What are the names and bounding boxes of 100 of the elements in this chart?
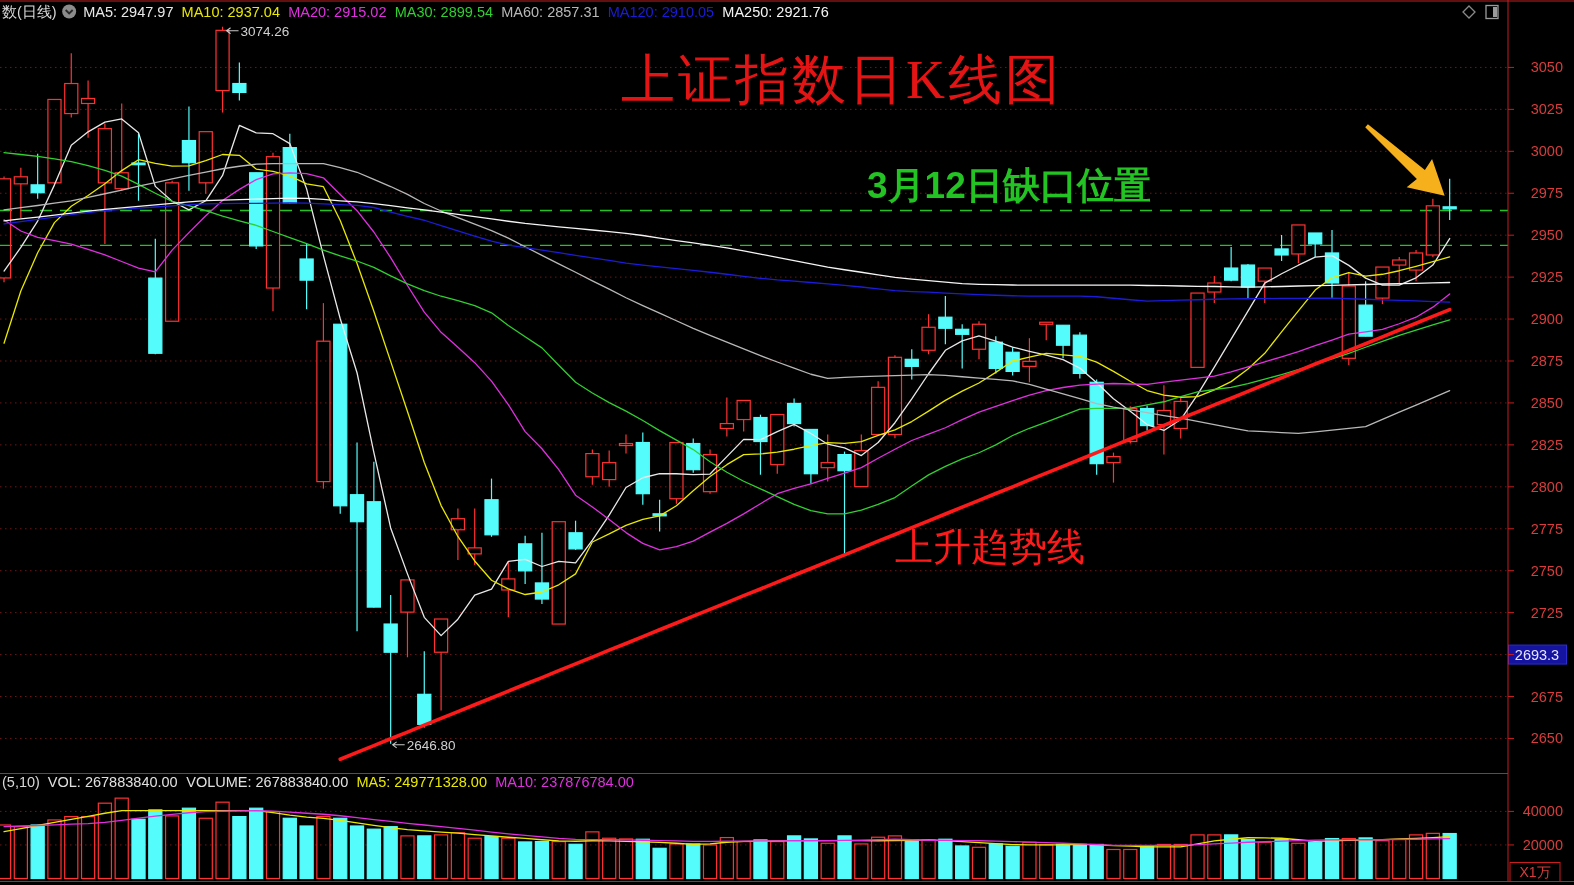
candlestick	[1055, 324, 1071, 359]
bar	[467, 837, 482, 880]
y-tick-label: 2875	[1530, 353, 1563, 369]
y-tick-label: 2775	[1530, 520, 1563, 537]
bar	[971, 846, 987, 880]
candlestick	[719, 396, 735, 438]
bar	[47, 819, 62, 880]
candlestick	[131, 133, 146, 202]
candlestick	[971, 320, 987, 360]
bar	[1072, 843, 1088, 880]
bar	[349, 825, 365, 880]
bar	[719, 836, 735, 880]
candlestick	[837, 450, 852, 556]
candlestick	[80, 79, 96, 139]
candlestick	[1274, 234, 1289, 262]
bar	[299, 825, 314, 880]
candlestick	[786, 397, 802, 428]
bar	[921, 839, 936, 880]
bar	[770, 841, 785, 880]
candlestick	[1442, 178, 1457, 221]
text: 2693.3	[1514, 646, 1560, 663]
bar	[837, 835, 852, 880]
annotation: VOLUME: 267883840.00	[186, 773, 349, 790]
bar	[265, 810, 281, 880]
bar	[686, 843, 701, 880]
bar	[1173, 843, 1188, 880]
bar	[1341, 837, 1356, 880]
candlestick	[1240, 263, 1256, 300]
bar	[669, 843, 684, 880]
y-tick-label: 3025	[1530, 101, 1563, 118]
candlestick	[299, 243, 314, 310]
bar	[1139, 845, 1155, 880]
candlestick	[1257, 267, 1272, 304]
bar	[1291, 842, 1306, 880]
candlestick	[450, 508, 466, 561]
bar	[602, 837, 617, 880]
candlestick	[164, 180, 180, 322]
bar	[1039, 844, 1054, 880]
bar	[131, 818, 146, 880]
candlestick	[887, 354, 903, 439]
annotation: 2646.80	[406, 737, 456, 753]
bar	[1156, 843, 1172, 880]
candlestick	[702, 448, 718, 495]
bar	[282, 817, 297, 880]
bar	[1240, 838, 1256, 880]
bar	[80, 816, 96, 880]
annotation: 3074.26	[240, 23, 290, 39]
bar	[450, 832, 466, 880]
bar	[417, 835, 432, 880]
bar	[1425, 832, 1441, 880]
bar	[736, 841, 751, 880]
line-series	[3, 163, 1451, 435]
annotation: VOL: 267883840.00	[47, 773, 178, 790]
bar	[1274, 838, 1289, 880]
bar	[1022, 841, 1037, 880]
candlestick	[1308, 232, 1323, 258]
text: MA5: 2947.97	[83, 3, 174, 20]
text: MA5: 249771328.00	[356, 773, 487, 790]
text: 上证指数日K线图	[620, 50, 1062, 110]
bar	[215, 801, 230, 880]
y-tick-label: 2850	[1530, 394, 1563, 411]
bar	[618, 838, 634, 880]
bar	[114, 797, 129, 880]
bar	[652, 847, 667, 880]
bar	[1089, 843, 1104, 880]
bar	[820, 842, 835, 880]
y-tick-label: 2825	[1530, 436, 1563, 453]
y-tick-label: 2900	[1530, 311, 1563, 328]
candlestick	[534, 532, 550, 605]
bar	[988, 843, 1003, 880]
candlestick	[97, 123, 113, 245]
bar	[551, 841, 566, 880]
candlestick	[433, 618, 449, 712]
bar	[97, 802, 113, 880]
bar	[1408, 834, 1424, 880]
bar	[938, 838, 953, 880]
bar	[585, 831, 600, 880]
bar	[1005, 845, 1020, 880]
bar	[148, 809, 163, 880]
bar	[198, 817, 213, 880]
candlestick	[181, 105, 197, 192]
y-axis-title: X1万	[1519, 864, 1551, 880]
candlestick	[904, 348, 919, 381]
bar	[870, 836, 886, 880]
text: MA10: 237876784.00	[495, 773, 634, 790]
bar	[1257, 841, 1272, 880]
bar	[1324, 837, 1340, 880]
bar	[1123, 848, 1138, 880]
bar	[1106, 848, 1121, 880]
candlestick	[870, 380, 886, 436]
bar	[333, 817, 348, 880]
y-tick-label: 3000	[1530, 143, 1563, 160]
line-series	[338, 307, 1452, 762]
bar	[786, 835, 802, 880]
candlestick	[1190, 292, 1205, 368]
bar	[164, 815, 180, 880]
bar	[181, 807, 197, 880]
y-tick-label: 20000	[1522, 836, 1563, 853]
bar	[1392, 838, 1407, 880]
candlestick	[30, 153, 45, 200]
